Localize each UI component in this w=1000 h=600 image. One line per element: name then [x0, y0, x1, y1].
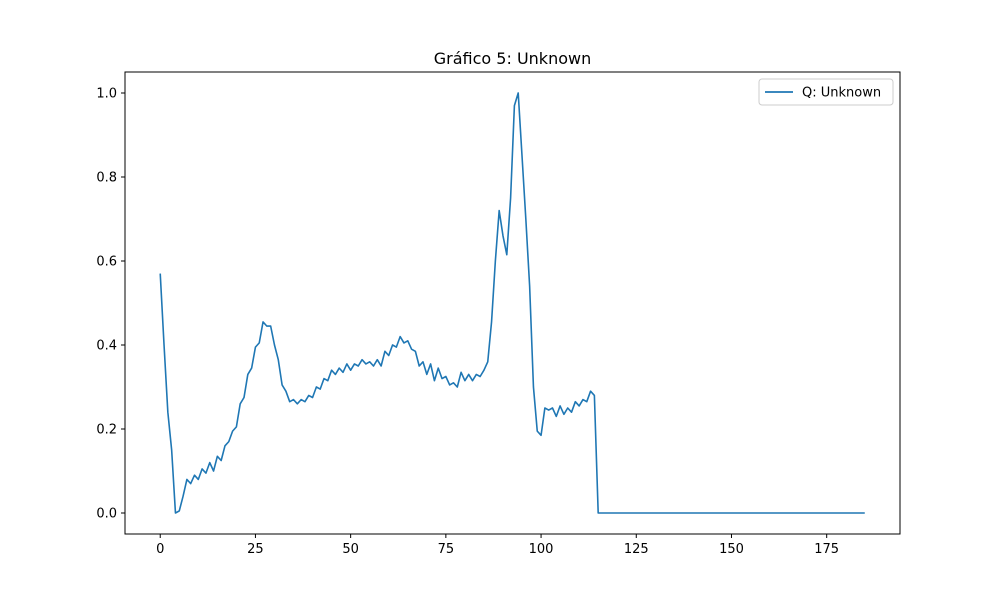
x-tick-label: 100	[529, 542, 554, 557]
x-tick-label: 75	[438, 542, 455, 557]
plot-area-frame	[124, 71, 901, 535]
y-tick-label: 0.2	[96, 423, 117, 438]
series-layer	[159, 92, 865, 514]
y-axis: 0.0 0.2 0.4 0.6 0.8 1.0	[96, 87, 125, 522]
x-tick-label: 25	[247, 542, 264, 557]
legend-label: Q: Unknown	[802, 86, 881, 101]
x-tick-label: 125	[624, 542, 649, 557]
series-line	[159, 92, 865, 514]
x-tick-label: 175	[814, 542, 839, 557]
y-tick-label: 1.0	[96, 87, 117, 102]
chart-title: Gráfico 5: Unknown	[434, 49, 591, 68]
legend: Q: Unknown	[758, 78, 894, 106]
x-tick-label: 0	[156, 542, 164, 557]
legend-box	[758, 78, 894, 106]
y-tick-label: 0.0	[96, 507, 117, 522]
y-tick-label: 0.4	[96, 339, 117, 354]
x-axis: 0 25 50 75 100 125 150 175	[156, 534, 839, 557]
x-tick-label: 150	[719, 542, 744, 557]
y-tick-label: 0.6	[96, 255, 117, 270]
x-tick-label: 50	[342, 542, 359, 557]
y-tick-label: 0.8	[96, 171, 117, 186]
